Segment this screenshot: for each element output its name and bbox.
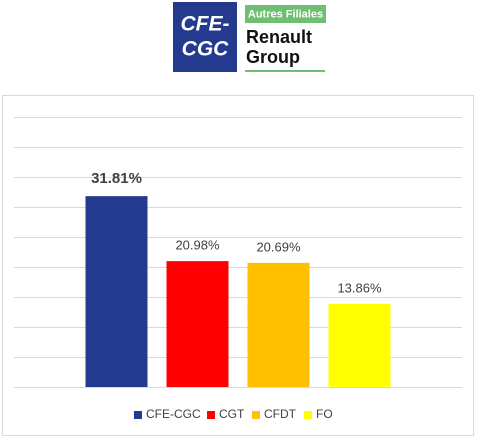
- logo-line: CFE-: [181, 13, 230, 36]
- bar: [328, 303, 391, 387]
- logo-square: [173, 2, 237, 72]
- legend-swatch: [134, 411, 142, 419]
- data-label: 13.86%: [337, 280, 382, 295]
- data-label: 31.81%: [91, 170, 142, 187]
- legend-label: CFE-CGC: [146, 407, 201, 421]
- brand-line: Group: [246, 47, 300, 67]
- legend-label: CFDT: [264, 407, 297, 421]
- badge-box: [245, 5, 326, 23]
- data-label: 20.69%: [256, 239, 301, 254]
- bar: [166, 261, 229, 387]
- legend-swatch: [252, 411, 260, 419]
- legend-swatch: [304, 411, 312, 419]
- badge: Autres Filiales: [248, 8, 323, 20]
- bar: [85, 196, 148, 387]
- logo-line: CGC: [182, 38, 230, 61]
- bar: [247, 262, 310, 387]
- data-label: 20.98%: [175, 238, 220, 253]
- logo: CFE- CGC Autres Filiales Renault Group: [173, 2, 326, 72]
- legend-label: FO: [316, 407, 333, 421]
- legend-swatch: [207, 411, 215, 419]
- chart-frame: [2, 95, 474, 436]
- plot: 31.81% 20.98% 20.69% 13.86% CFE-CGC CGT CFDT FO: [14, 117, 462, 421]
- brand-line: Renault: [246, 27, 312, 47]
- legend-label: CGT: [219, 407, 245, 421]
